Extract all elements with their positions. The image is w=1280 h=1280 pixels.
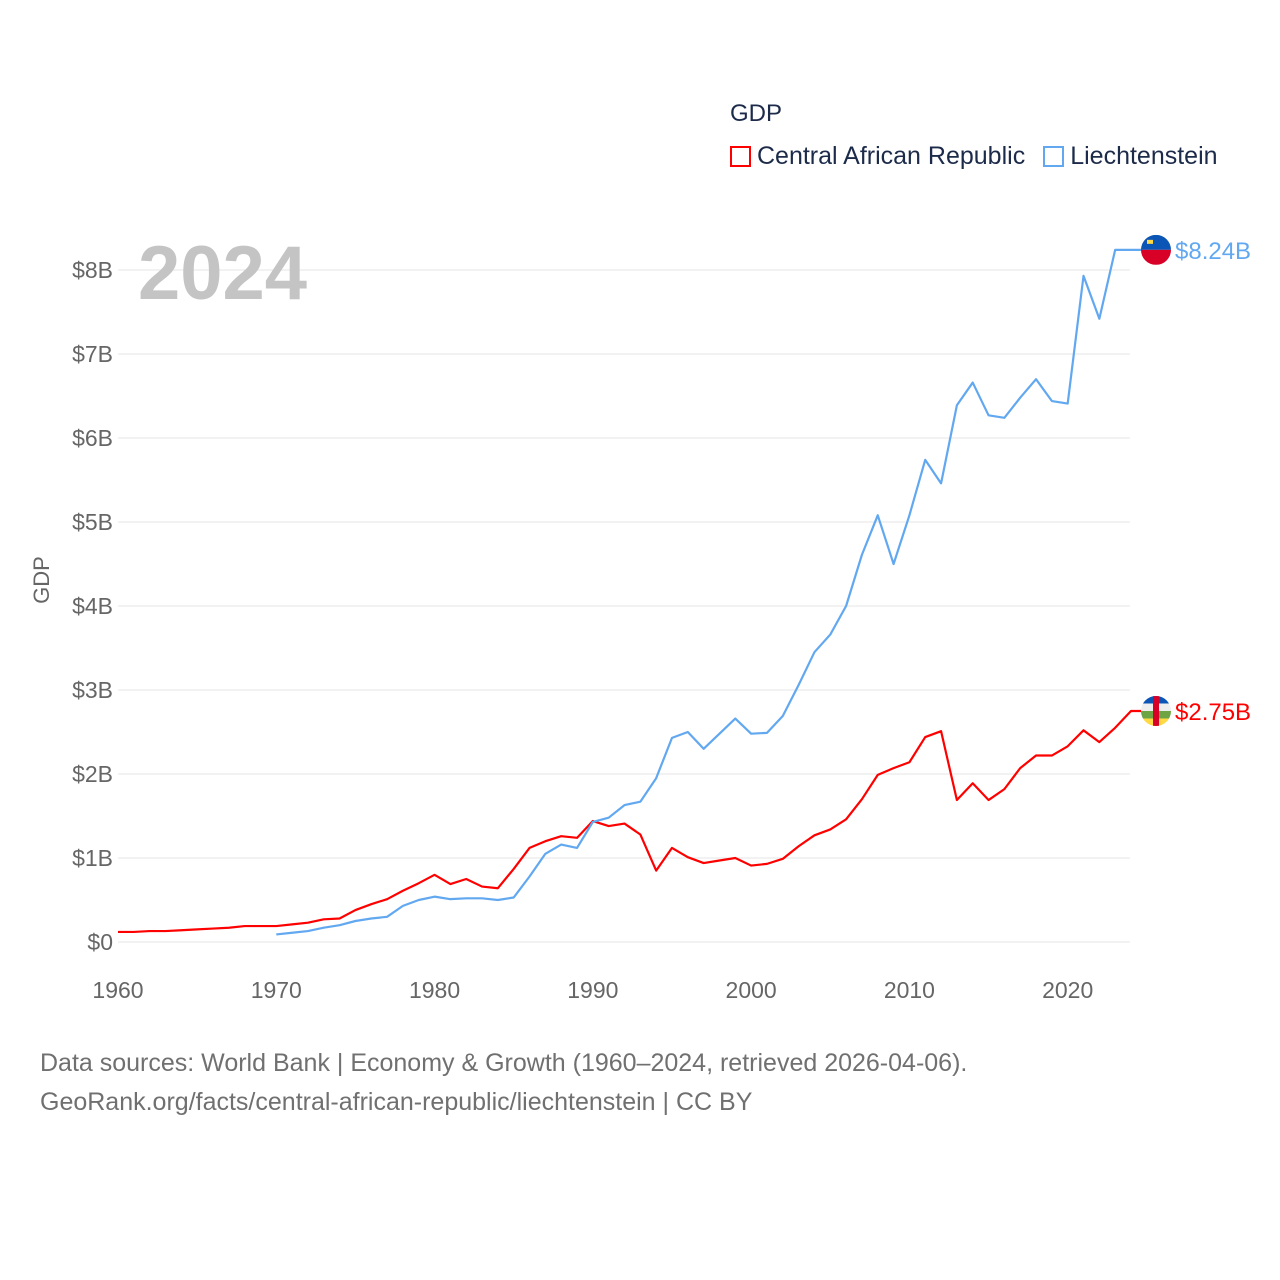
source-line-2[interactable]: GeoRank.org/facts/central-african-republ… — [40, 1088, 753, 1116]
y-tick-label: $4B — [72, 593, 113, 619]
x-tick-label: 1960 — [92, 977, 143, 1003]
legend: Central African Republic Liechtenstein — [730, 142, 1218, 171]
legend-label-car: Central African Republic — [757, 142, 1026, 170]
legend-swatch-car — [730, 146, 751, 167]
y-tick-label: $8B — [72, 257, 113, 283]
year-label: 2024 — [138, 231, 308, 316]
source-line-1: Data sources: World Bank | Economy & Gro… — [40, 1049, 968, 1077]
y-axis-label: GDP — [29, 556, 54, 604]
series-line-liechtenstein — [276, 248, 1142, 936]
y-tick-label: $5B — [72, 509, 113, 535]
end-value-label: $8.24B — [1175, 238, 1251, 265]
legend-swatch-liechtenstein — [1043, 146, 1065, 167]
legend-title: GDP — [730, 100, 783, 127]
source-note: Data sources: World Bank | Economy & Gro… — [40, 1044, 967, 1122]
y-tick-label: $7B — [72, 341, 113, 367]
x-tick-label: 2000 — [726, 977, 777, 1003]
liechtenstein-flag-icon — [1141, 234, 1171, 265]
y-tick-label: $0 — [87, 929, 113, 955]
y-tick-label: $6B — [72, 425, 113, 451]
end-value-label: $2.75B — [1175, 699, 1251, 726]
legend-label-liechtenstein: Liechtenstein — [1070, 142, 1218, 170]
x-tick-label: 2010 — [884, 977, 935, 1003]
series-line-car — [118, 709, 1142, 934]
x-tick-label: 2020 — [1042, 977, 1093, 1003]
y-tick-label: $3B — [72, 677, 113, 703]
x-tick-label: 1970 — [251, 977, 302, 1003]
legend-item-liechtenstein[interactable]: Liechtenstein — [1043, 142, 1218, 171]
x-tick-label: 1990 — [567, 977, 618, 1003]
x-tick-label: 1980 — [409, 977, 460, 1003]
y-tick-label: $2B — [72, 761, 113, 787]
y-tick-label: $1B — [72, 845, 113, 871]
legend-item-car[interactable]: Central African Republic — [730, 142, 1025, 171]
car-flag-icon — [1141, 696, 1171, 726]
